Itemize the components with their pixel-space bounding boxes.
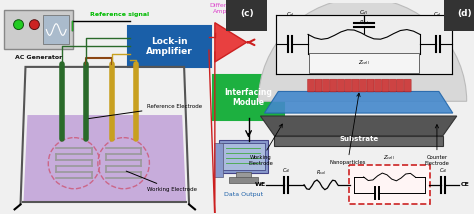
Text: AC Generator: AC Generator bbox=[15, 55, 62, 60]
FancyBboxPatch shape bbox=[236, 172, 251, 180]
Text: $C_{dl}$: $C_{dl}$ bbox=[438, 166, 447, 175]
FancyBboxPatch shape bbox=[219, 140, 268, 173]
FancyBboxPatch shape bbox=[349, 165, 430, 204]
Polygon shape bbox=[24, 115, 186, 202]
Text: $Z_{cell}$: $Z_{cell}$ bbox=[358, 58, 370, 67]
Text: (c): (c) bbox=[240, 9, 254, 18]
Text: CE: CE bbox=[461, 182, 469, 187]
FancyBboxPatch shape bbox=[367, 79, 374, 92]
FancyBboxPatch shape bbox=[322, 79, 329, 92]
Text: $C_{dl}$: $C_{dl}$ bbox=[286, 10, 295, 19]
Text: $C_{dl}$: $C_{dl}$ bbox=[282, 166, 291, 175]
FancyBboxPatch shape bbox=[214, 143, 223, 177]
FancyBboxPatch shape bbox=[374, 79, 382, 92]
FancyBboxPatch shape bbox=[404, 79, 411, 92]
Text: Substrate: Substrate bbox=[340, 136, 379, 142]
Text: WE: WE bbox=[255, 182, 266, 187]
Polygon shape bbox=[260, 116, 457, 136]
Circle shape bbox=[14, 20, 24, 30]
Text: $R_{sol}$: $R_{sol}$ bbox=[316, 168, 326, 177]
FancyBboxPatch shape bbox=[397, 79, 404, 92]
Text: Counter
Electrode: Counter Electrode bbox=[425, 125, 449, 166]
FancyBboxPatch shape bbox=[382, 79, 389, 92]
FancyBboxPatch shape bbox=[213, 75, 284, 120]
Text: Working
Electrode: Working Electrode bbox=[248, 124, 283, 166]
Circle shape bbox=[29, 20, 39, 30]
FancyBboxPatch shape bbox=[4, 10, 73, 49]
Text: $C_{dl}$: $C_{dl}$ bbox=[359, 8, 369, 17]
Text: Working Electrode: Working Electrode bbox=[126, 171, 198, 192]
Text: Differential
Amplifier: Differential Amplifier bbox=[209, 3, 244, 14]
Polygon shape bbox=[274, 136, 443, 146]
Polygon shape bbox=[264, 91, 453, 113]
FancyBboxPatch shape bbox=[229, 177, 258, 183]
FancyBboxPatch shape bbox=[276, 15, 452, 74]
Text: (d): (d) bbox=[457, 9, 472, 18]
Wedge shape bbox=[258, 0, 467, 101]
Text: Interfacing
Module: Interfacing Module bbox=[225, 88, 273, 107]
Text: $C_{dl}$: $C_{dl}$ bbox=[433, 10, 442, 19]
FancyBboxPatch shape bbox=[43, 15, 69, 44]
FancyBboxPatch shape bbox=[337, 79, 344, 92]
FancyBboxPatch shape bbox=[389, 79, 396, 92]
FancyBboxPatch shape bbox=[345, 79, 352, 92]
Text: $Z_{cell}$: $Z_{cell}$ bbox=[383, 153, 395, 162]
FancyBboxPatch shape bbox=[360, 79, 366, 92]
Text: Reference Electrode: Reference Electrode bbox=[89, 104, 202, 119]
Text: Nanoparticles: Nanoparticles bbox=[329, 93, 366, 165]
FancyBboxPatch shape bbox=[315, 79, 322, 92]
Polygon shape bbox=[215, 23, 246, 62]
FancyBboxPatch shape bbox=[309, 53, 419, 73]
FancyBboxPatch shape bbox=[308, 79, 314, 92]
FancyBboxPatch shape bbox=[128, 26, 211, 67]
Text: $R_{sol}$: $R_{sol}$ bbox=[359, 18, 369, 27]
Text: Reference signal: Reference signal bbox=[90, 12, 149, 17]
FancyBboxPatch shape bbox=[352, 79, 359, 92]
FancyBboxPatch shape bbox=[222, 143, 265, 169]
FancyBboxPatch shape bbox=[330, 79, 337, 92]
Text: Data Output: Data Output bbox=[224, 192, 263, 197]
Text: Lock-in
Amplifier: Lock-in Amplifier bbox=[146, 37, 192, 56]
